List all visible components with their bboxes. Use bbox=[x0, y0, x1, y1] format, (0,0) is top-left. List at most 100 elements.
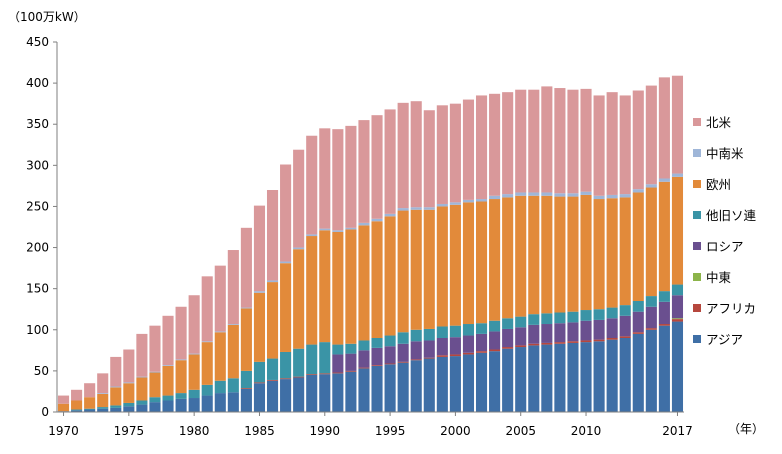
bar-stack-1981 bbox=[201, 276, 213, 412]
bar-segment-other_former_ussr-1989 bbox=[306, 344, 318, 375]
legend-label: 北米 bbox=[706, 115, 732, 130]
bar-segment-africa-1989 bbox=[306, 374, 318, 375]
bar-segment-russia-1995 bbox=[384, 346, 396, 364]
bar-segment-latin_america-2009 bbox=[567, 193, 579, 197]
bar-segment-asia-1994 bbox=[371, 365, 383, 412]
bar-stack-2014 bbox=[632, 90, 644, 412]
bar-segment-russia-1998 bbox=[423, 340, 435, 358]
x-tick-label: 1985 bbox=[244, 424, 275, 438]
bar-segment-russia-2002 bbox=[475, 333, 488, 352]
bar-segment-europe-2010 bbox=[580, 194, 592, 311]
bar-stack-1980 bbox=[188, 295, 200, 412]
bar-stack-2002 bbox=[475, 95, 488, 412]
bar-segment-other_former_ussr-1981 bbox=[201, 384, 213, 396]
bar-segment-other_former_ussr-1999 bbox=[436, 326, 448, 338]
bar-segment-asia-1975 bbox=[123, 406, 135, 412]
legend-label: ロシア bbox=[706, 239, 744, 254]
bar-stack-1993 bbox=[358, 120, 370, 412]
bar-segment-north_america-1994 bbox=[371, 115, 383, 219]
bar-segment-latin_america-1994 bbox=[371, 218, 383, 222]
bar-segment-asia-1979 bbox=[175, 398, 187, 412]
bar-segment-latin_america-2010 bbox=[580, 191, 592, 195]
bar-stack-1992 bbox=[345, 125, 357, 412]
bar-segment-africa-2009 bbox=[567, 341, 579, 343]
bar-segment-north_america-1978 bbox=[162, 315, 174, 366]
bar-segment-latin_america-1999 bbox=[436, 203, 448, 207]
bar-segment-latin_america-2016 bbox=[658, 178, 670, 182]
bar-segment-other_former_ussr-1982 bbox=[214, 380, 226, 394]
bar-segment-latin_america-1982 bbox=[214, 331, 226, 333]
legend-swatch bbox=[693, 273, 701, 281]
bar-stack-2016 bbox=[658, 77, 670, 412]
bar-segment-north_america-2017 bbox=[671, 75, 684, 174]
bar-segment-africa-2001 bbox=[462, 352, 475, 355]
bar-stack-1979 bbox=[175, 306, 187, 412]
bar-segment-asia-2013 bbox=[619, 338, 631, 412]
bar-segment-africa-1999 bbox=[436, 355, 448, 357]
bar-stack-1973 bbox=[97, 373, 109, 412]
bar-stack-1995 bbox=[384, 109, 396, 412]
bar-stack-1977 bbox=[149, 325, 161, 412]
bar-segment-other_former_ussr-1980 bbox=[188, 389, 200, 399]
bar-segment-other_former_ussr-2009 bbox=[567, 311, 579, 323]
bar-segment-africa-2016 bbox=[658, 324, 670, 326]
bar-segment-asia-1987 bbox=[280, 379, 292, 412]
bar-segment-other_former_ussr-2003 bbox=[489, 320, 501, 332]
bar-segment-europe-1984 bbox=[240, 308, 252, 371]
bar-segment-russia-2006 bbox=[528, 324, 540, 344]
bar-segment-africa-1985 bbox=[253, 382, 266, 384]
bar-segment-other_former_ussr-2001 bbox=[462, 324, 475, 336]
bar-segment-russia-2010 bbox=[580, 320, 592, 341]
bar-segment-europe-1997 bbox=[410, 209, 422, 330]
bar-segment-other_former_ussr-2015 bbox=[645, 296, 657, 307]
bar-segment-asia-2009 bbox=[567, 342, 579, 412]
legend-item-latin_america: 中南米 bbox=[693, 146, 744, 161]
bar-segment-europe-2017 bbox=[671, 176, 684, 285]
bar-segment-russia-1996 bbox=[397, 343, 409, 362]
legend-item-russia: ロシア bbox=[693, 239, 744, 254]
bar-segment-other_former_ussr-1983 bbox=[227, 378, 239, 393]
bar-segment-other_former_ussr-2017 bbox=[671, 284, 684, 296]
bar-segment-asia-1973 bbox=[97, 408, 109, 412]
bar-segment-africa-2014 bbox=[632, 332, 644, 334]
bar-stack-1985 bbox=[253, 205, 266, 412]
bar-segment-latin_america-1980 bbox=[188, 353, 200, 355]
bar-stack-1991 bbox=[332, 129, 344, 412]
bar-segment-africa-1988 bbox=[293, 376, 305, 378]
bar-segment-europe-1978 bbox=[162, 365, 174, 396]
bar-segment-other_former_ussr-1996 bbox=[397, 332, 409, 344]
bar-stack-1978 bbox=[162, 315, 174, 412]
bar-segment-asia-1971 bbox=[71, 410, 83, 412]
bar-segment-other_former_ussr-1988 bbox=[293, 348, 305, 377]
legend-label: 中東 bbox=[706, 270, 732, 285]
bar-segment-latin_america-2003 bbox=[489, 195, 501, 200]
bar-stack-1988 bbox=[293, 149, 305, 412]
bar-segment-africa-1986 bbox=[266, 379, 279, 381]
bar-segment-other_former_ussr-2007 bbox=[541, 313, 553, 325]
bar-stack-1989 bbox=[306, 135, 318, 412]
bar-segment-asia-1997 bbox=[410, 360, 422, 412]
bar-segment-europe-2007 bbox=[541, 195, 553, 314]
bar-segment-other_former_ussr-1990 bbox=[319, 342, 331, 374]
bar-segment-other_former_ussr-1997 bbox=[410, 329, 422, 342]
y-tick-label: 50 bbox=[34, 364, 49, 378]
bar-segment-europe-2014 bbox=[632, 192, 644, 301]
bar-segment-north_america-1993 bbox=[358, 120, 370, 223]
x-tick-label: 1975 bbox=[114, 424, 145, 438]
bar-segment-latin_america-2017 bbox=[671, 173, 684, 177]
bar-stack-1998 bbox=[423, 110, 435, 412]
x-tick-label: 2017 bbox=[662, 424, 693, 438]
bar-segment-latin_america-2002 bbox=[475, 199, 488, 202]
bar-segment-latin_america-2004 bbox=[502, 194, 514, 198]
bar-segment-africa-1993 bbox=[358, 367, 370, 369]
bar-segment-europe-2005 bbox=[515, 195, 527, 317]
bar-segment-latin_america-2000 bbox=[449, 202, 461, 205]
bar-segment-russia-1993 bbox=[358, 350, 370, 368]
bar-stack-2004 bbox=[502, 92, 514, 412]
bar-segment-europe-1976 bbox=[136, 377, 148, 401]
bar-segment-africa-2003 bbox=[489, 349, 501, 352]
bar-segment-europe-1988 bbox=[293, 249, 305, 349]
legend-item-other_former_ussr: 他旧ソ連 bbox=[693, 208, 757, 223]
bar-segment-russia-2013 bbox=[619, 315, 631, 337]
bar-segment-asia-2016 bbox=[658, 325, 670, 412]
